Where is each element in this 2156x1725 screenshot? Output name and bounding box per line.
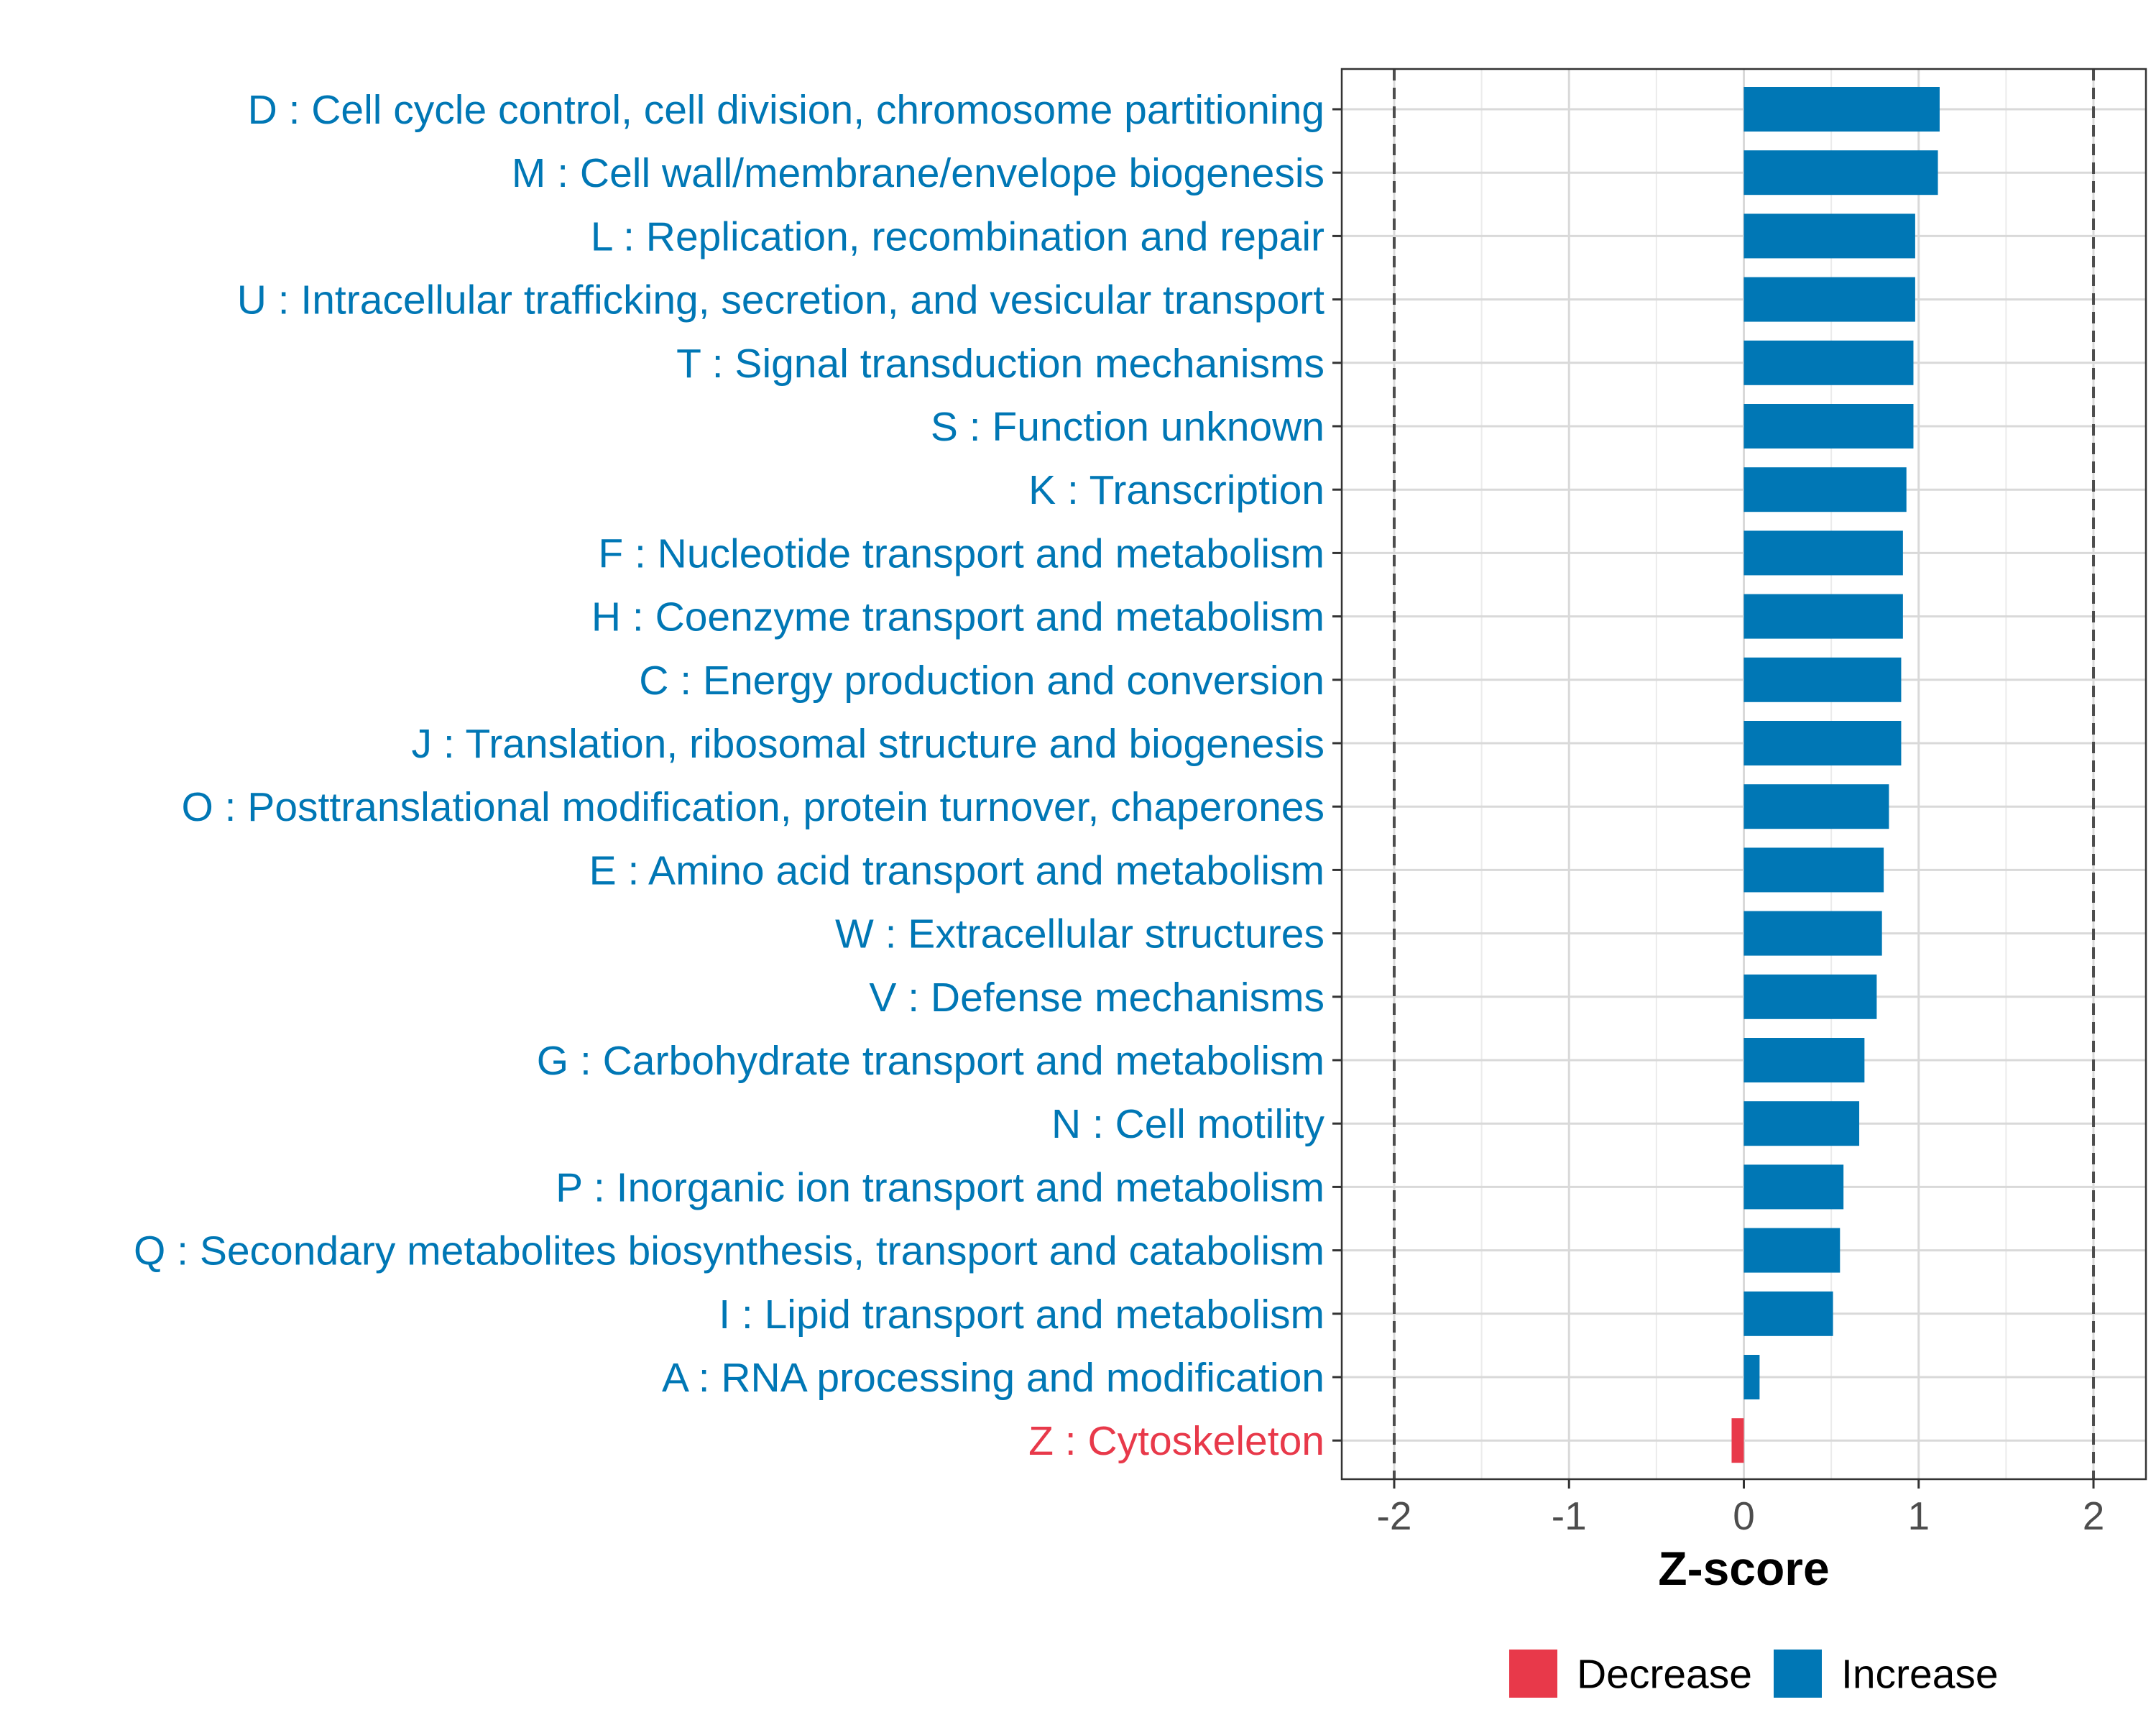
bar bbox=[1743, 1355, 1760, 1399]
legend-label-decrease: Decrease bbox=[1577, 1652, 1752, 1698]
x-tick-label: -2 bbox=[1377, 1494, 1412, 1538]
y-tick-label: D : Cell cycle control, cell division, c… bbox=[248, 87, 1325, 133]
y-tick-label: F : Nucleotide transport and metabolism bbox=[598, 530, 1325, 576]
bar bbox=[1743, 87, 1940, 132]
legend-key-increase bbox=[1774, 1650, 1822, 1698]
bar bbox=[1743, 657, 1902, 702]
x-tick-label: 2 bbox=[2083, 1494, 2105, 1538]
y-tick-label: A : RNA processing and modification bbox=[662, 1355, 1325, 1401]
bar bbox=[1743, 974, 1877, 1019]
y-tick-label: I : Lipid transport and metabolism bbox=[719, 1292, 1325, 1338]
bar bbox=[1743, 213, 1915, 259]
bar bbox=[1743, 530, 1903, 576]
y-tick-label: K : Transcription bbox=[1028, 467, 1325, 513]
bar bbox=[1743, 1228, 1841, 1273]
y-tick-label: C : Energy production and conversion bbox=[639, 658, 1325, 704]
bar bbox=[1743, 784, 1889, 829]
y-tick-label: W : Extracellular structures bbox=[835, 911, 1325, 957]
y-tick-label: T : Signal transduction mechanisms bbox=[676, 341, 1325, 387]
bar bbox=[1743, 404, 1914, 448]
legend: Decrease Increase bbox=[1509, 1650, 1999, 1698]
bar bbox=[1731, 1418, 1744, 1463]
y-tick-label: V : Defense mechanisms bbox=[869, 975, 1325, 1021]
bars bbox=[1731, 87, 1940, 1463]
y-tick-label: M : Cell wall/membrane/envelope biogenes… bbox=[512, 150, 1325, 196]
y-tick-label: L : Replication, recombination and repai… bbox=[591, 213, 1325, 259]
y-tick-label: J : Translation, ribosomal structure and… bbox=[412, 721, 1325, 767]
bar bbox=[1743, 721, 1902, 765]
legend-label-increase: Increase bbox=[1841, 1652, 1999, 1698]
y-tick-label: Q : Secondary metabolites biosynthesis, … bbox=[134, 1228, 1325, 1274]
y-tick-label: E : Amino acid transport and metabolism bbox=[589, 847, 1325, 893]
bar bbox=[1743, 847, 1884, 893]
reference-lines bbox=[1392, 69, 2096, 1479]
x-axis-title: Z-score bbox=[1658, 1542, 1829, 1595]
y-tick-label: S : Function unknown bbox=[931, 404, 1325, 450]
bar bbox=[1743, 1164, 1844, 1210]
y-tick-label: Z : Cytoskeleton bbox=[1028, 1418, 1325, 1464]
bar bbox=[1743, 1101, 1860, 1146]
bar bbox=[1743, 277, 1915, 322]
x-tick-label: 1 bbox=[1907, 1494, 1930, 1538]
x-tick-label: 0 bbox=[1733, 1494, 1755, 1538]
x-tick-label: -1 bbox=[1552, 1494, 1587, 1538]
bar bbox=[1743, 1291, 1833, 1336]
bar bbox=[1743, 467, 1907, 512]
bar bbox=[1743, 150, 1938, 196]
y-tick-label: O : Posttranslational modification, prot… bbox=[181, 784, 1325, 830]
legend-key-decrease bbox=[1509, 1650, 1557, 1698]
y-tick-label: N : Cell motility bbox=[1051, 1101, 1325, 1147]
bar bbox=[1743, 594, 1903, 639]
x-axis-ticks: -2 -1 0 1 2 bbox=[1377, 1479, 2105, 1538]
y-tick-label: P : Inorganic ion transport and metaboli… bbox=[556, 1164, 1325, 1210]
bar bbox=[1743, 911, 1882, 956]
bar bbox=[1743, 340, 1914, 385]
y-tick-label: H : Coenzyme transport and metabolism bbox=[591, 594, 1325, 640]
y-tick-label: G : Carbohydrate transport and metabolis… bbox=[537, 1038, 1325, 1084]
y-tick-label: U : Intracellular trafficking, secretion… bbox=[237, 277, 1325, 323]
y-axis-ticks: D : Cell cycle control, cell division, c… bbox=[134, 87, 1342, 1464]
bar bbox=[1743, 1038, 1865, 1082]
